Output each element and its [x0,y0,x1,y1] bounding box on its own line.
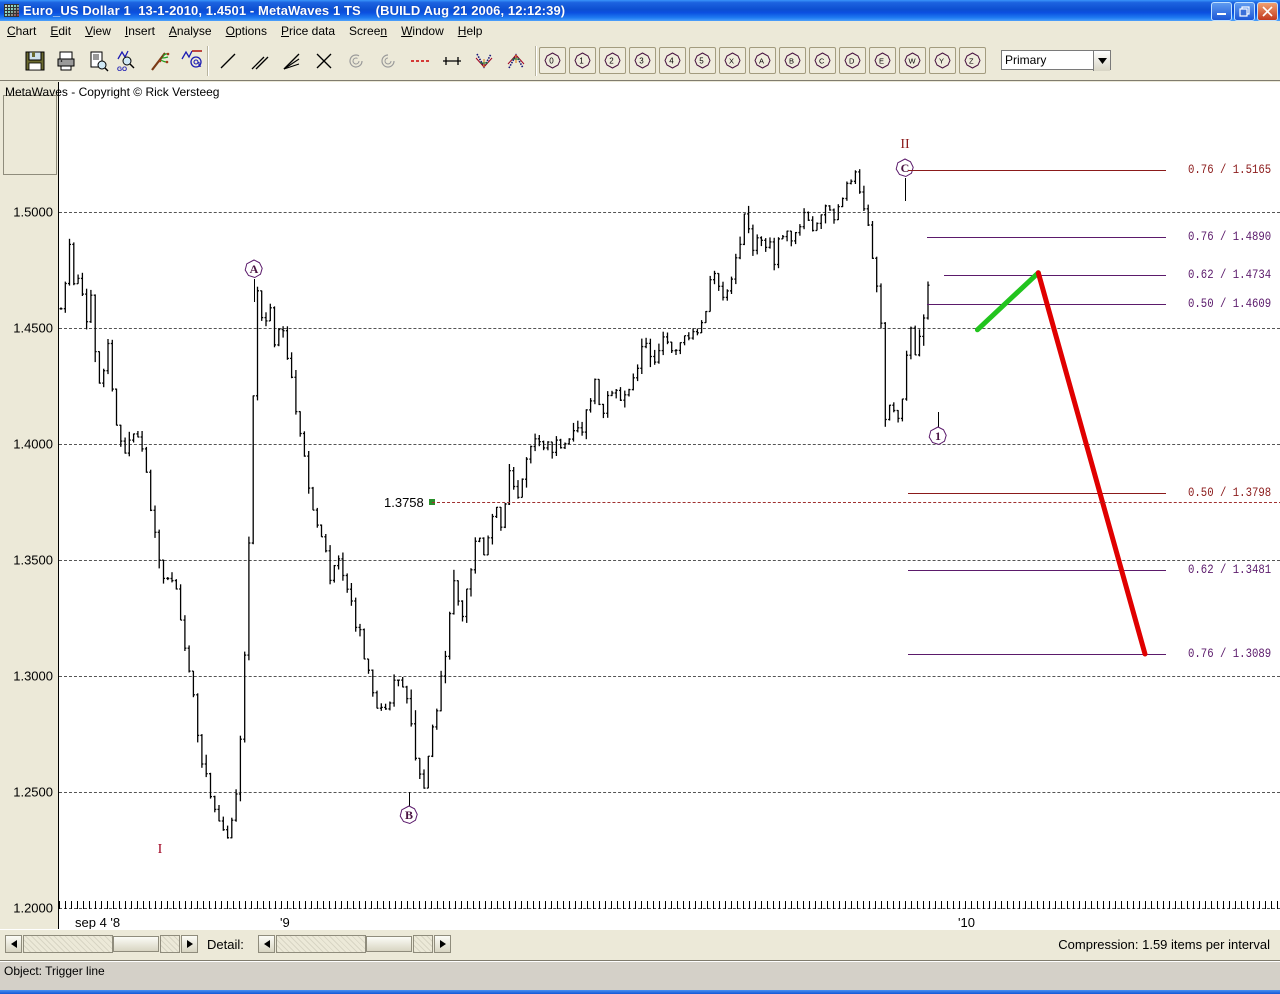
svg-text:W: W [909,56,917,65]
svg-text:A: A [759,56,764,65]
svg-text:X: X [729,56,734,65]
svg-text:4: 4 [669,56,674,65]
svg-text:Y: Y [939,56,944,65]
svg-text:E: E [879,56,884,65]
svg-text:Z: Z [969,56,974,65]
svg-text:3: 3 [639,56,644,65]
svg-text:B: B [789,56,794,65]
svg-text:0: 0 [549,56,554,65]
svg-text:D: D [849,56,855,65]
svg-text:GO: GO [117,66,127,73]
svg-text:C: C [819,56,825,65]
svg-text:2: 2 [609,56,614,65]
svg-text:5: 5 [699,56,704,65]
svg-text:1: 1 [579,56,584,65]
